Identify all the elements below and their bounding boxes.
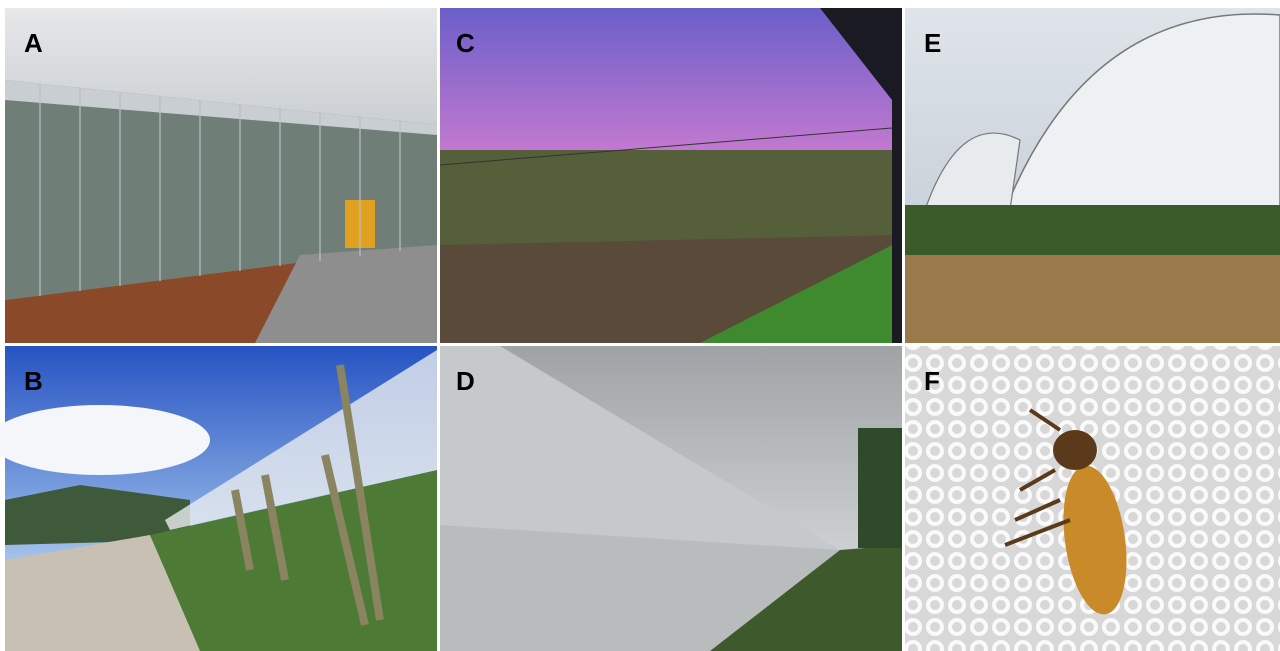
panel-label: D [456,366,475,396]
panel-label: A [24,28,43,58]
panel-label: B [24,366,43,396]
panel-a-photo [5,8,437,343]
panel-b-photo [0,346,437,651]
panel-label: C [456,28,475,58]
panel-c-photo [439,8,902,343]
panel-f-photo [905,346,1280,651]
panel-label: F [924,366,940,396]
panel-e-photo [905,8,1280,343]
panel-label: E [924,28,941,58]
panel-d-photo [440,346,902,651]
